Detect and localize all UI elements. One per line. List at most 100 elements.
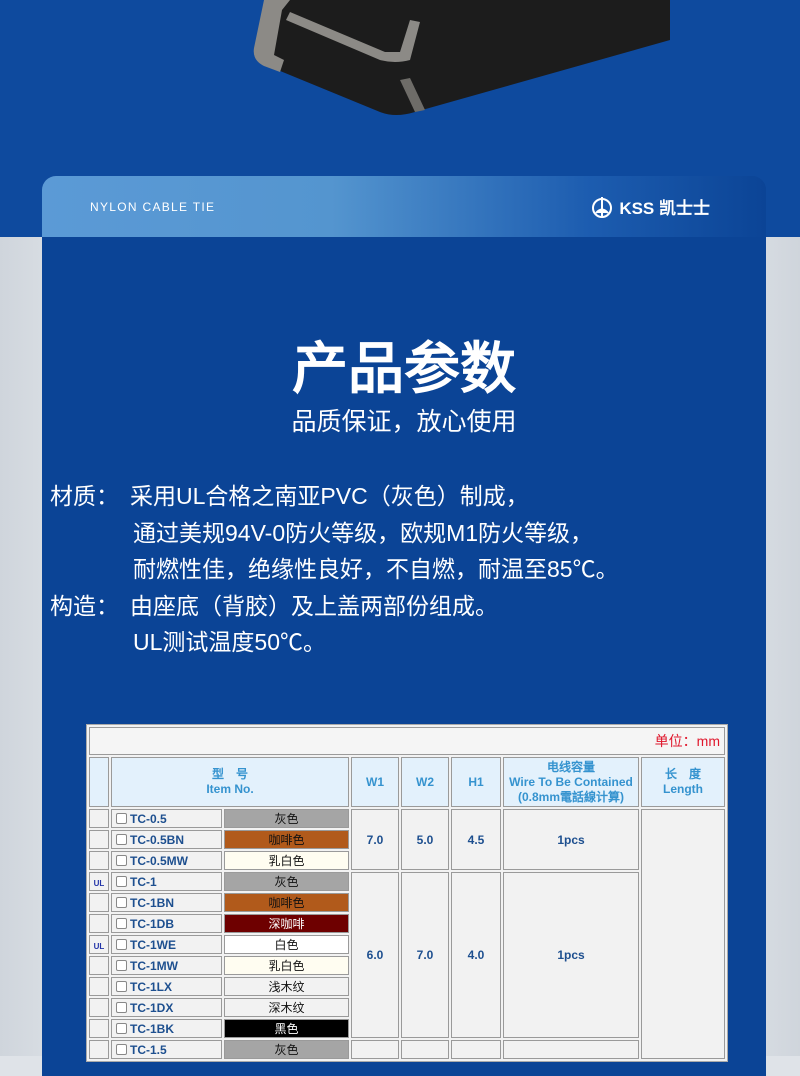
color-cell: 乳白色 xyxy=(224,956,349,975)
wire-cell: 1pcs xyxy=(503,872,639,1038)
item-number: TC-1LX xyxy=(130,979,172,994)
select-checkbox[interactable] xyxy=(116,854,127,866)
color-cell: 深咖啡 xyxy=(224,914,349,933)
ul-certification-icon: UL xyxy=(93,941,105,951)
spec-line: UL测试温度50℃。 xyxy=(133,629,326,655)
select-checkbox[interactable] xyxy=(116,917,127,929)
header-h1: H1 xyxy=(451,757,501,807)
select-checkbox[interactable] xyxy=(116,938,127,950)
item-cell[interactable]: TC-1LX xyxy=(111,977,222,996)
ul-mark-cell xyxy=(89,998,109,1017)
color-cell: 浅木纹 xyxy=(224,977,349,996)
brand-name: KSS 凯士士 xyxy=(619,199,710,218)
ul-mark-cell xyxy=(89,830,109,849)
w1-cell: 7.0 xyxy=(351,809,399,870)
cable-channel-image xyxy=(253,0,670,115)
item-cell[interactable]: TC-1DX xyxy=(111,998,222,1017)
length-cell xyxy=(641,809,725,1059)
spec-line: 由座底（背胶）及上盖两部份组成。 xyxy=(130,592,498,619)
ul-mark-cell xyxy=(89,914,109,933)
ul-mark-cell xyxy=(89,1019,109,1038)
ul-mark-cell xyxy=(89,977,109,996)
item-cell[interactable]: TC-1MW xyxy=(111,956,222,975)
item-cell[interactable]: TC-0.5MW xyxy=(111,851,222,870)
spec-structure: 构造： 由座底（背胶）及上盖两部份组成。 UL测试温度50℃。 xyxy=(50,588,619,661)
select-checkbox[interactable] xyxy=(116,812,127,824)
item-number: TC-1.5 xyxy=(130,1042,167,1057)
item-cell[interactable]: TC-0.5BN xyxy=(111,830,222,849)
spec-line: 采用UL合格之南亚PVC（灰色）制成， xyxy=(130,483,529,509)
table-row: TC-0.5BN 咖啡色 xyxy=(89,830,725,849)
select-checkbox[interactable] xyxy=(116,833,127,845)
kss-logo-icon xyxy=(592,196,613,218)
header-length: 长 度 Length xyxy=(641,757,725,807)
item-number: TC-1BN xyxy=(130,895,174,910)
wire-cell xyxy=(503,1040,639,1059)
card-header: NYLON CABLE TIE KSS 凯士士 xyxy=(42,176,766,237)
h1-cell: 4.0 xyxy=(451,872,501,1038)
spec-label: 构造： xyxy=(50,592,119,619)
h1-cell: 4.5 xyxy=(451,809,501,870)
table-row: TC-1DB 深咖啡 xyxy=(89,914,725,933)
color-cell: 咖啡色 xyxy=(224,893,349,912)
color-cell: 灰色 xyxy=(224,809,349,828)
item-number: TC-0.5 xyxy=(130,811,167,826)
item-number: TC-1MW xyxy=(130,958,178,973)
table-row: UL TC-1WE 白色 xyxy=(89,935,725,954)
select-checkbox[interactable] xyxy=(116,980,127,992)
ul-mark-cell: UL xyxy=(89,872,109,891)
ul-mark-cell xyxy=(89,851,109,870)
color-cell: 黑色 xyxy=(224,1019,349,1038)
select-checkbox[interactable] xyxy=(116,875,127,887)
select-checkbox[interactable] xyxy=(116,1043,127,1055)
item-cell[interactable]: TC-1 xyxy=(111,872,222,891)
spec-table: 单位：mm 型 号 Item No. W1 W2 H1 电线容量 Wire To B… xyxy=(86,724,728,1062)
item-number: TC-0.5MW xyxy=(130,853,188,868)
w2-cell: 7.0 xyxy=(401,872,449,1038)
table-row: TC-0.5MW 乳白色 xyxy=(89,851,725,870)
item-cell[interactable]: TC-1DB xyxy=(111,914,222,933)
item-cell[interactable]: TC-1WE xyxy=(111,935,222,954)
category-tag: NYLON CABLE TIE xyxy=(90,199,216,214)
item-number: TC-1 xyxy=(130,874,157,889)
h1-cell xyxy=(451,1040,501,1059)
ul-mark-cell xyxy=(89,809,109,828)
item-number: TC-0.5BN xyxy=(130,832,185,847)
select-checkbox[interactable] xyxy=(116,1022,127,1034)
item-cell[interactable]: TC-1BN xyxy=(111,893,222,912)
select-checkbox[interactable] xyxy=(116,896,127,908)
ul-mark-cell xyxy=(89,1040,109,1059)
header-blank xyxy=(89,757,109,807)
table-row: TC-1.5 灰色 xyxy=(89,1040,725,1059)
spec-list: 材质： 采用UL合格之南亚PVC（灰色）制成， 通过美规94V-0防火等级，欧规M1… xyxy=(50,478,619,661)
item-number: TC-1BK xyxy=(130,1021,174,1036)
page-title: 产品参数 xyxy=(292,337,516,402)
w2-cell: 5.0 xyxy=(401,809,449,870)
table-row: UL TC-1 灰色 6.0 7.0 4.0 1pcs xyxy=(89,872,725,1038)
unit-label: 单位：mm xyxy=(89,727,725,755)
item-number: TC-1DX xyxy=(130,1000,174,1015)
brand-logo: KSS 凯士士 xyxy=(591,194,710,219)
w2-cell xyxy=(401,1040,449,1059)
color-cell: 咖啡色 xyxy=(224,830,349,849)
ul-mark-cell xyxy=(89,956,109,975)
spec-label: 材质： xyxy=(50,483,119,509)
table-row: TC-1BN 咖啡色 xyxy=(89,893,725,912)
color-cell: 灰色 xyxy=(224,1040,349,1059)
select-checkbox[interactable] xyxy=(116,959,127,971)
table-row: TC-1DX 深木纹 xyxy=(89,998,725,1017)
color-cell: 深木纹 xyxy=(224,998,349,1017)
item-number: TC-1DB xyxy=(130,916,174,931)
spec-material: 材质： 采用UL合格之南亚PVC（灰色）制成， 通过美规94V-0防火等级，欧规M1… xyxy=(50,478,619,588)
header-w1: W1 xyxy=(351,757,399,807)
color-cell: 灰色 xyxy=(224,872,349,891)
item-cell[interactable]: TC-1BK xyxy=(111,1019,222,1038)
item-cell[interactable]: TC-1.5 xyxy=(111,1040,222,1059)
w1-cell xyxy=(351,1040,399,1059)
select-checkbox[interactable] xyxy=(116,1001,127,1013)
w1-cell: 6.0 xyxy=(351,872,399,1038)
item-cell[interactable]: TC-0.5 xyxy=(111,809,222,828)
ul-certification-icon: UL xyxy=(93,878,105,888)
header-wire: 电线容量 Wire To Be Contained (0.8mm電話線计算) xyxy=(503,757,639,807)
table-header: 型 号 Item No. W1 W2 H1 电线容量 Wire To Be Cont… xyxy=(89,757,725,807)
